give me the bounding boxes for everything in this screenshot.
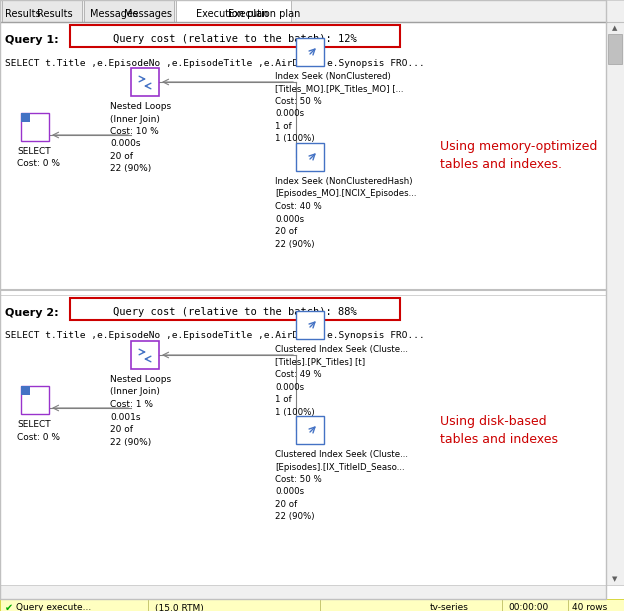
Bar <box>296 143 324 171</box>
Text: Clustered Index Seek (Cluste...
[Episodes].[IX_TitleID_Seaso...
Cost: 50 %
0.000: Clustered Index Seek (Cluste... [Episode… <box>275 450 408 522</box>
Bar <box>21 386 30 395</box>
Bar <box>296 38 324 66</box>
Bar <box>176 0 291 22</box>
Bar <box>131 341 159 369</box>
Text: Execution plan: Execution plan <box>196 9 268 19</box>
Text: 00:00:00: 00:00:00 <box>508 604 548 611</box>
Bar <box>0 0 624 22</box>
Text: Using disk-based
tables and indexes: Using disk-based tables and indexes <box>440 415 558 446</box>
Text: Results: Results <box>37 9 72 19</box>
Text: Query cost (relative to the batch): 88%: Query cost (relative to the batch): 88% <box>113 307 357 317</box>
Bar <box>70 298 400 320</box>
Bar <box>0 343 606 585</box>
Text: SELECT
Cost: 0 %: SELECT Cost: 0 % <box>17 420 60 442</box>
Text: Execution plan: Execution plan <box>228 9 300 19</box>
Bar <box>21 386 49 414</box>
Text: tv-series: tv-series <box>430 604 469 611</box>
Bar <box>606 22 624 585</box>
Text: 40 rows: 40 rows <box>572 604 607 611</box>
Bar <box>2 0 82 22</box>
Bar <box>296 311 324 339</box>
Text: Nested Loops
(Inner Join)
Cost: 10 %
0.000s
20 of
22 (90%): Nested Loops (Inner Join) Cost: 10 % 0.0… <box>110 102 171 174</box>
Bar <box>21 113 30 122</box>
Bar <box>84 0 174 22</box>
Text: ▼: ▼ <box>612 576 618 582</box>
Text: Query cost (relative to the batch): 12%: Query cost (relative to the batch): 12% <box>113 34 357 44</box>
Bar <box>0 323 606 343</box>
Text: ✔: ✔ <box>5 603 13 611</box>
Bar <box>21 113 49 141</box>
Text: Using memory-optimized
tables and indexes.: Using memory-optimized tables and indexe… <box>440 140 597 171</box>
Bar <box>0 70 606 290</box>
Text: Results: Results <box>5 9 41 19</box>
Bar <box>0 585 606 599</box>
Bar <box>296 416 324 444</box>
Text: Messages: Messages <box>90 9 138 19</box>
Text: Query execute...: Query execute... <box>16 604 91 611</box>
Bar <box>0 295 606 323</box>
Bar <box>131 68 159 96</box>
Text: ▲: ▲ <box>612 25 618 31</box>
Text: SELECT t.Title ,e.EpisodeNo ,e.EpisodeTitle ,e.AirDate ,e.Synopsis FRO...: SELECT t.Title ,e.EpisodeNo ,e.EpisodeTi… <box>5 332 425 340</box>
Text: Messages: Messages <box>124 9 172 19</box>
Bar <box>0 599 624 611</box>
Text: Index Seek (NonClustered)
[Titles_MO].[PK_Titles_MO] [...
Cost: 50 %
0.000s
1 of: Index Seek (NonClustered) [Titles_MO].[P… <box>275 72 404 144</box>
Text: SELECT t.Title ,e.EpisodeNo ,e.EpisodeTitle ,e.AirDate ,e.Synopsis FRO...: SELECT t.Title ,e.EpisodeNo ,e.EpisodeTi… <box>5 59 425 67</box>
Text: (15.0 RTM): (15.0 RTM) <box>155 604 204 611</box>
Bar <box>0 50 606 70</box>
Text: Nested Loops
(Inner Join)
Cost: 1 %
0.001s
20 of
22 (90%): Nested Loops (Inner Join) Cost: 1 % 0.00… <box>110 375 171 447</box>
Text: Query 2:: Query 2: <box>5 308 59 318</box>
Text: Index Seek (NonClusteredHash)
[Episodes_MO].[NCIX_Episodes...
Cost: 40 %
0.000s
: Index Seek (NonClusteredHash) [Episodes_… <box>275 177 416 249</box>
Bar <box>0 22 606 50</box>
Bar <box>70 25 400 47</box>
Bar <box>608 34 622 64</box>
Text: Query 1:: Query 1: <box>5 35 59 45</box>
Text: SELECT
Cost: 0 %: SELECT Cost: 0 % <box>17 147 60 169</box>
Text: Clustered Index Seek (Cluste...
[Titles].[PK_Titles] [t]
Cost: 49 %
0.000s
1 of
: Clustered Index Seek (Cluste... [Titles]… <box>275 345 408 417</box>
